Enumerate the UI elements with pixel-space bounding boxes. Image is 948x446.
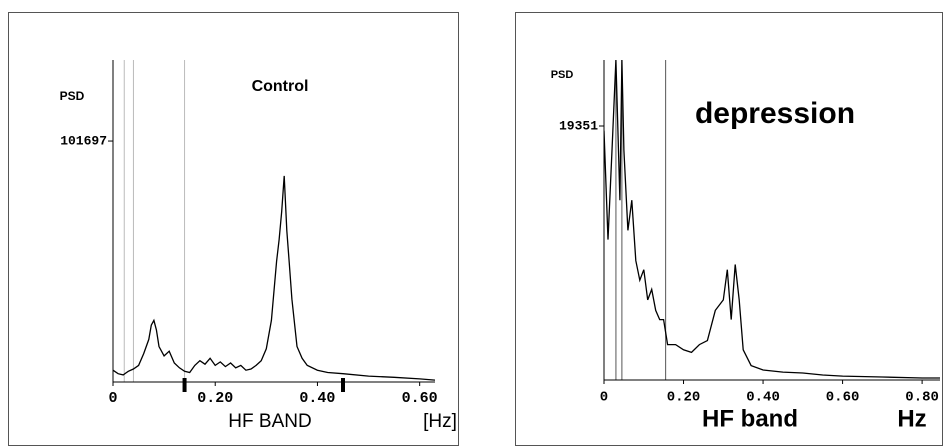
x-label: HF BAND [228, 411, 311, 432]
x-tick-label: 0.20 [197, 390, 233, 407]
x-tick-label: 0.60 [402, 390, 438, 407]
y-label: PSD [60, 89, 85, 103]
x-unit: Hz [897, 405, 926, 432]
x-tick-label: 0 [600, 390, 608, 406]
plot [604, 60, 940, 379]
x-tick-label: 0.20 [667, 390, 701, 406]
plot [113, 175, 435, 381]
x-tick-label: 0.40 [299, 390, 335, 407]
y-tick-label: 19351 [559, 118, 598, 133]
x-label: HF band [702, 405, 798, 432]
panel-border [515, 12, 943, 446]
spectrum-line [604, 60, 940, 379]
chart-title: Control [252, 78, 309, 95]
spectrum-line [113, 175, 435, 381]
y-tick-label: 101697 [60, 133, 107, 148]
x-tick-label: 0.60 [826, 390, 860, 406]
x-tick-label: 0.80 [905, 390, 939, 406]
x-unit: [Hz] [423, 411, 457, 432]
panel-border [8, 12, 459, 446]
chart-title: depression [695, 97, 855, 130]
x-tick-label: 0.40 [746, 390, 780, 406]
x-tick-label: 0 [108, 390, 117, 407]
y-label: PSD [551, 69, 574, 81]
